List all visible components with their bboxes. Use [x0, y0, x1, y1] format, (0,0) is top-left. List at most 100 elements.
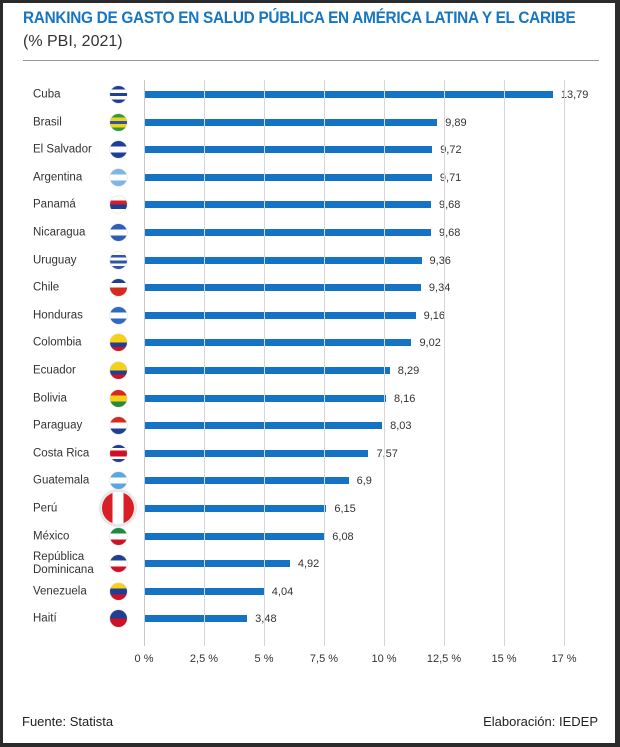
flag-icon	[110, 141, 127, 159]
x-tick-label: 2,5 %	[189, 653, 219, 665]
category-label: Brasil	[33, 116, 62, 129]
bar-row: Argentina 9,71	[3, 165, 615, 191]
flag-icon	[110, 610, 127, 628]
bar	[144, 118, 438, 126]
flag-icon	[110, 306, 127, 324]
bar	[144, 449, 369, 457]
bar-row: Nicaragua 9,68	[3, 220, 615, 246]
value-label: 4,04	[271, 585, 294, 598]
source-note: Fuente: Statista	[22, 714, 114, 729]
bar	[144, 422, 383, 430]
value-label: 9,02	[419, 337, 441, 350]
bar-row: México 6,08	[3, 524, 615, 550]
flag-icon	[110, 279, 127, 297]
flag-icon	[110, 251, 127, 269]
gridline	[384, 80, 385, 646]
bar-row: Perú 6,15	[3, 492, 615, 524]
category-label: Costa Rica	[33, 447, 90, 460]
bar	[144, 311, 416, 319]
bar-row: Haití 3,48	[3, 606, 615, 632]
x-tick-label: 12,5 %	[426, 653, 462, 665]
bar	[144, 91, 553, 98]
x-tick-label: 15 %	[491, 653, 517, 665]
gridline	[144, 80, 145, 646]
flag-icon	[110, 224, 127, 241]
flag-icon	[110, 389, 127, 407]
bar-row: Guatemala 6,9	[3, 468, 615, 494]
category-label: Venezuela	[33, 585, 87, 598]
gridline	[564, 80, 565, 646]
bar-row: Honduras 9,16	[3, 303, 615, 329]
category-label: Cuba	[33, 88, 61, 101]
category-label: Nicaragua	[33, 226, 86, 239]
flag-icon	[110, 582, 127, 600]
flag-icon	[110, 417, 127, 435]
value-label: 9,16	[423, 309, 446, 322]
value-label: 6,08	[332, 530, 354, 543]
bar-row: Brasil 9,89	[3, 110, 615, 136]
category-label: Panamá	[33, 198, 76, 211]
value-label: 8,03	[390, 420, 412, 433]
chart-subtitle: (% PBI, 2021)	[23, 33, 123, 50]
category-label: Honduras	[33, 309, 83, 322]
bar-row: República Dominicana 4,92	[3, 551, 615, 577]
x-tick-label: 10 %	[371, 653, 397, 665]
bar	[144, 339, 412, 347]
flag-icon	[110, 334, 127, 352]
bar-row: Cuba 13,79	[3, 82, 615, 108]
value-label: 9,36	[429, 254, 451, 267]
flag-icon	[110, 196, 127, 214]
value-label: 6,9	[356, 475, 372, 488]
category-label: Guatemala	[33, 474, 90, 487]
bar-row: Colombia 9,02	[3, 330, 615, 356]
bar-row: Venezuela 4,04	[3, 579, 615, 605]
value-label: 8,16	[393, 392, 416, 405]
title-divider	[23, 60, 599, 61]
bar-row: Costa Rica 7,57	[3, 441, 615, 467]
value-label: 9,89	[445, 116, 467, 129]
flag-icon	[110, 527, 127, 545]
category-label: Paraguay	[33, 419, 83, 432]
bar	[144, 173, 432, 181]
flag-icon	[110, 362, 127, 379]
flag-icon	[110, 168, 127, 186]
category-label: República Dominicana	[33, 551, 94, 577]
flag-icon	[110, 555, 127, 573]
x-tick-label: 7,5 %	[309, 653, 339, 665]
category-label: Uruguay	[33, 254, 77, 267]
value-label: 9,71	[439, 171, 462, 184]
category-label: Ecuador	[33, 364, 76, 377]
x-tick-label: 5 %	[254, 653, 274, 665]
category-label: Argentina	[33, 171, 83, 184]
bar	[144, 201, 431, 209]
bar	[144, 367, 390, 374]
category-label: México	[33, 530, 70, 543]
bar-row: Panamá 9,68	[3, 192, 615, 218]
bar	[144, 229, 431, 236]
value-label: 9,68	[439, 199, 461, 212]
bar-row: Uruguay 9,36	[3, 248, 615, 274]
gridline	[444, 80, 445, 646]
category-label: Colombia	[33, 336, 82, 349]
category-label: Haití	[33, 612, 57, 625]
chart-title: RANKING DE GASTO EN SALUD PÚBLICA EN AMÉ…	[23, 9, 576, 27]
value-label: 13,79	[560, 89, 589, 101]
gridline	[204, 80, 205, 646]
credit-note: Elaboración: IEDEP	[483, 714, 598, 729]
value-label: 7,57	[376, 447, 398, 460]
bar	[144, 532, 325, 540]
x-tick-label: 17 %	[551, 653, 577, 665]
x-tick-label: 0 %	[134, 653, 154, 665]
gridline	[324, 80, 325, 646]
bar	[144, 615, 248, 623]
flag-icon	[110, 472, 127, 490]
bar	[144, 560, 290, 568]
flag-icon	[110, 113, 127, 131]
bar-row: Bolivia 8,16	[3, 386, 615, 412]
value-label: 3,48	[255, 613, 277, 626]
bar	[144, 587, 264, 595]
category-label: Chile	[33, 281, 60, 294]
bar-row: Paraguay 8,03	[3, 413, 615, 439]
category-label: Perú	[33, 502, 58, 515]
value-label: 9,68	[439, 227, 461, 239]
